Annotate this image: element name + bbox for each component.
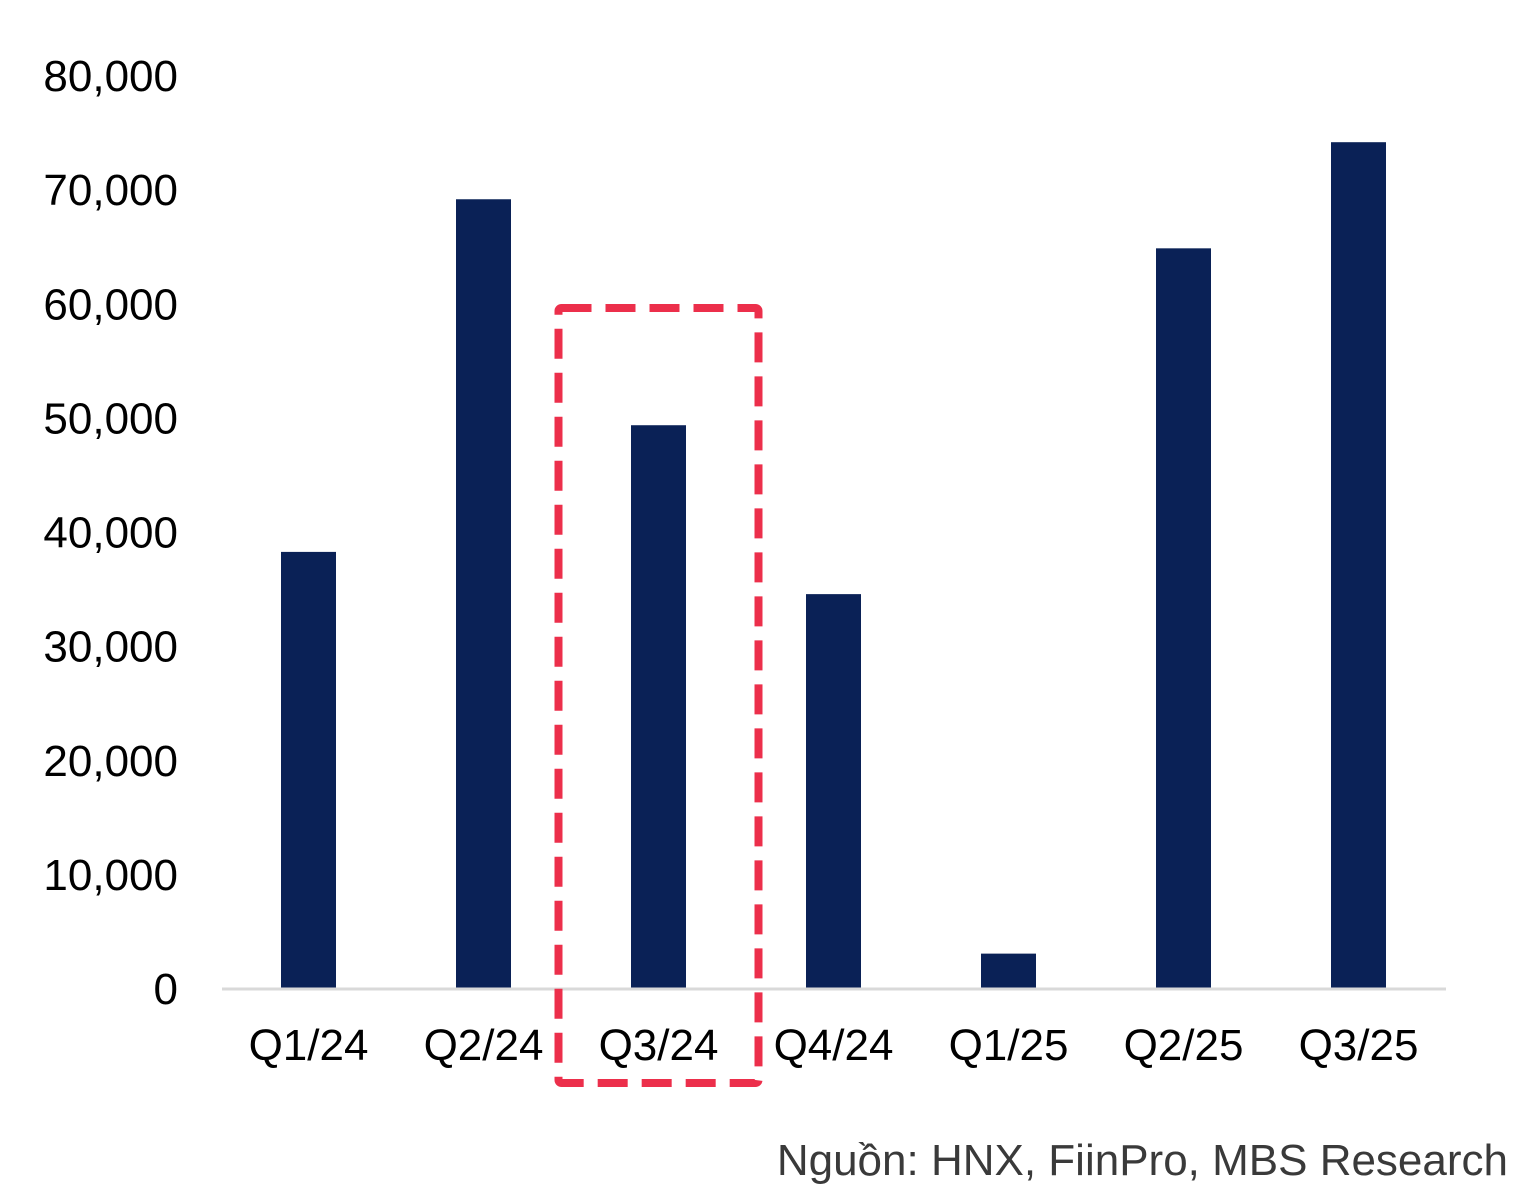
y-tick-label: 0 <box>154 965 178 1014</box>
y-tick-label: 40,000 <box>43 509 178 558</box>
bar-Q1-25 <box>981 953 1036 989</box>
bar-Q2-25 <box>1156 248 1211 990</box>
x-tick-label: Q1/25 <box>949 1021 1069 1070</box>
bar-Q4-24 <box>806 594 861 989</box>
bar-Q3-24 <box>631 425 686 989</box>
y-tick-label: 50,000 <box>43 394 178 443</box>
x-tick-label: Q1/24 <box>249 1021 369 1070</box>
x-axis: Q1/24 Q2/24 Q3/24 Q4/24 Q1/25 Q2/25 Q3/25 <box>249 1021 1419 1070</box>
x-tick-label: Q3/25 <box>1299 1021 1419 1070</box>
bar-Q3-25 <box>1331 142 1386 989</box>
y-tick-label: 20,000 <box>43 737 178 786</box>
x-tick-label: Q2/24 <box>424 1021 544 1070</box>
source-note: Nguồn: HNX, FiinPro, MBS Research <box>776 1136 1508 1185</box>
y-tick-label: 70,000 <box>43 166 178 215</box>
bar-Q2-24 <box>456 199 511 989</box>
x-tick-label: Q4/24 <box>774 1021 894 1070</box>
x-tick-label: Q3/24 <box>599 1021 719 1070</box>
y-tick-label: 30,000 <box>43 623 178 672</box>
y-axis: 0 10,000 20,000 30,000 40,000 50,000 60,000 70,… <box>43 52 178 1014</box>
y-tick-label: 10,000 <box>43 851 178 900</box>
y-tick-label: 60,000 <box>43 280 178 329</box>
bar-Q1-24 <box>281 551 336 989</box>
x-tick-label: Q2/25 <box>1124 1021 1244 1070</box>
bars <box>281 142 1386 990</box>
highlight-box <box>554 304 763 1087</box>
y-tick-label: 80,000 <box>43 52 178 101</box>
